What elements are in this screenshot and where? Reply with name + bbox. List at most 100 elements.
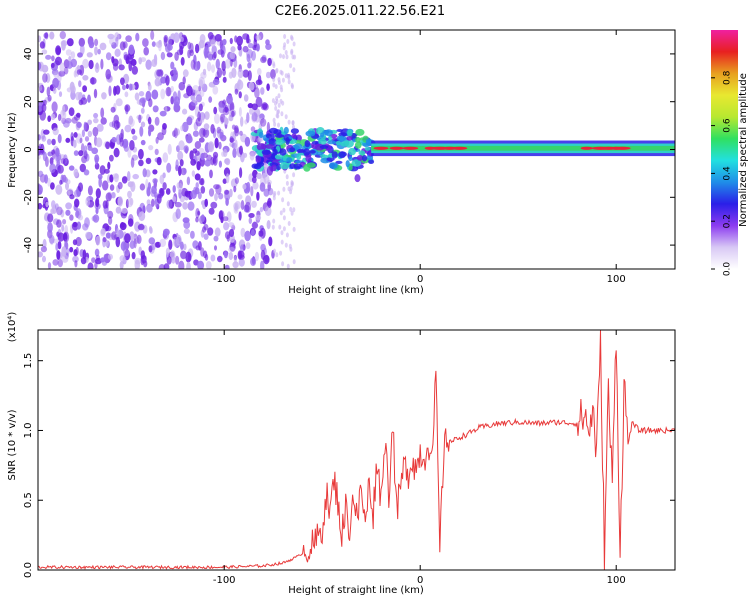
spectrogram-noise-cell bbox=[198, 103, 203, 112]
spectrogram-noise-cell bbox=[38, 35, 42, 43]
spectrogram-noise-cell bbox=[274, 101, 277, 106]
spectrogram-noise-cell bbox=[186, 85, 193, 97]
spectrogram-noise-cell bbox=[234, 127, 240, 137]
spectrogram-noise-cell bbox=[210, 254, 216, 262]
spectrogram-noise-cell bbox=[279, 69, 283, 75]
spectrogram-noise-cell bbox=[277, 93, 281, 99]
spectrogram-signal-cell bbox=[336, 129, 344, 132]
spectrogram-noise-cell bbox=[145, 157, 152, 165]
spectrogram-noise-cell bbox=[98, 176, 102, 188]
spectrogram-noise-cell bbox=[277, 190, 281, 196]
spectrogram-signal-cell bbox=[326, 157, 335, 162]
spectrogram-noise-cell bbox=[247, 70, 252, 81]
spectrogram-noise-cell bbox=[142, 38, 149, 48]
spectrogram-noise-cell bbox=[124, 104, 131, 112]
spectrogram-noise-cell bbox=[281, 197, 285, 203]
spectrogram-noise-cell bbox=[260, 87, 265, 95]
spectrogram-noise-cell bbox=[135, 32, 140, 42]
spectrogram-signal-cell bbox=[354, 174, 361, 183]
spectrogram-noise-cell bbox=[272, 117, 276, 123]
spectrogram-noise-cell bbox=[280, 230, 284, 236]
spectrogram-noise-cell bbox=[123, 144, 129, 152]
spectrogram-noise-cell bbox=[282, 215, 286, 221]
spectrogram-noise-cell bbox=[61, 224, 65, 232]
spectrogram-noise-cell bbox=[195, 94, 202, 103]
spectrogram-noise-cell bbox=[76, 133, 83, 144]
spectrogram-noise-cell bbox=[78, 182, 83, 192]
spectrogram-noise-cell bbox=[114, 48, 121, 57]
spectrogram-noise-cell bbox=[94, 46, 98, 56]
spectrogram-noise-cell bbox=[187, 201, 195, 211]
spectrogram-noise-cell bbox=[271, 98, 275, 104]
spectrogram-noise-cell bbox=[272, 61, 276, 67]
spectrogram-noise-cell bbox=[145, 59, 152, 70]
spectrogram-noise-cell bbox=[109, 121, 114, 128]
spectrogram-noise-cell bbox=[243, 152, 248, 158]
y-tick-label: -40 bbox=[23, 237, 34, 253]
spectrogram-noise-cell bbox=[279, 98, 283, 104]
spectrogram-signal-cell bbox=[335, 160, 343, 164]
spectrogram-noise-cell bbox=[252, 181, 259, 190]
spectrogram-signal-cell bbox=[253, 163, 262, 170]
spectrogram-noise-cell bbox=[200, 214, 205, 223]
spectrogram-noise-cell bbox=[94, 38, 99, 47]
spectrogram-noise-cell bbox=[158, 264, 166, 269]
spectrogram-noise-cell bbox=[251, 176, 257, 184]
spectrogram-noise-cell bbox=[275, 68, 279, 73]
spectrogram-noise-cell bbox=[177, 182, 183, 194]
spectrogram-noise-cell bbox=[274, 105, 278, 111]
spectrogram-noise-cell bbox=[194, 141, 202, 149]
spectrogram-noise-cell bbox=[260, 118, 267, 127]
spectrogram-noise-cell bbox=[121, 207, 128, 214]
spectrogram-noise-cell bbox=[134, 92, 140, 101]
spectrogram-noise-cell bbox=[107, 253, 113, 260]
spectrogram-noise-cell bbox=[63, 120, 70, 128]
spectrogram-noise-cell bbox=[95, 137, 103, 148]
spectrogram-noise-cell bbox=[83, 150, 88, 160]
spectrogram-noise-cell bbox=[267, 187, 274, 196]
spectrogram-noise-cell bbox=[182, 76, 186, 85]
spectrogram-noise-cell bbox=[92, 214, 100, 223]
spectrogram-noise-cell bbox=[250, 186, 254, 197]
spectrogram-noise-cell bbox=[47, 213, 54, 223]
spectrogram-noise-cell bbox=[79, 163, 87, 173]
spectrogram-noise-cell bbox=[152, 178, 158, 184]
snr-x-ticks: -100 0 100 bbox=[213, 330, 626, 586]
spectrogram-noise-cell bbox=[134, 257, 141, 265]
spectrogram-noise-cell bbox=[182, 217, 190, 224]
spectrogram-noise-cell bbox=[180, 36, 184, 42]
spectrogram-noise-cell bbox=[213, 184, 220, 190]
spectrogram-noise-cell bbox=[50, 113, 56, 121]
spectrogram-noise-cell bbox=[185, 135, 193, 144]
spectrogram-noise-cell bbox=[225, 173, 230, 184]
spectrogram-noise-cell bbox=[45, 201, 49, 208]
spectrogram-noise-cell bbox=[228, 252, 234, 260]
x-tick-label: 100 bbox=[607, 575, 626, 586]
spectrogram-noise-cell bbox=[190, 230, 195, 239]
spectrogram-noise-cell bbox=[57, 133, 62, 144]
snr-frame bbox=[37, 329, 676, 571]
spectrogram-noise-cell bbox=[107, 210, 114, 219]
spectrogram-noise-cell bbox=[160, 51, 166, 61]
spectrogram-noise-cell bbox=[51, 138, 56, 146]
spectrogram-noise-cell bbox=[287, 119, 291, 125]
spectrogram-noise-cell bbox=[226, 94, 233, 105]
spectrogram-noise-cell bbox=[111, 120, 116, 128]
spectrogram-noise-cell bbox=[203, 233, 209, 240]
spectrogram-noise-cell bbox=[115, 85, 121, 95]
spectrogram-signal-cell bbox=[304, 140, 311, 148]
spectrogram-noise-cell bbox=[91, 147, 99, 155]
spectrogram-noise-cell bbox=[194, 150, 200, 156]
spectrogram-noise-cell bbox=[249, 152, 255, 161]
y-tick-label: -20 bbox=[23, 189, 34, 205]
spectrogram-noise-cell bbox=[138, 91, 145, 97]
spectrogram-noise-cell bbox=[222, 38, 227, 46]
spectrogram-noise-cell bbox=[197, 210, 201, 216]
spectrogram-signal-cell bbox=[318, 138, 327, 145]
spectrogram-noise-cell bbox=[120, 77, 125, 86]
spectrogram-noise-cell bbox=[94, 261, 98, 269]
spectrogram-noise-cell bbox=[109, 174, 114, 183]
spectrogram-signal-cell bbox=[364, 146, 371, 151]
spectrogram-noise-cell bbox=[208, 207, 215, 215]
spectrogram-noise-cell bbox=[79, 44, 85, 55]
